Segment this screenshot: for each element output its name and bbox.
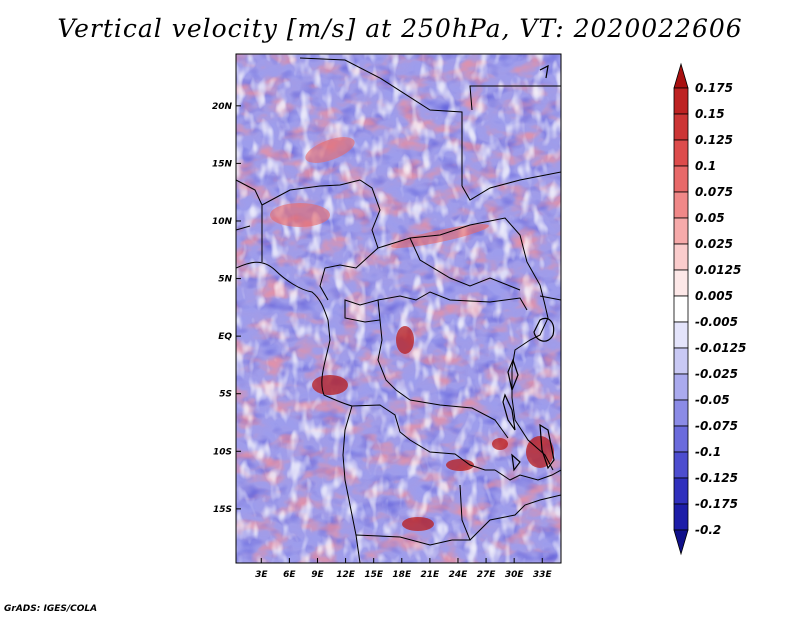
y-tick-label: 10N	[212, 217, 233, 227]
vertical-velocity-field	[236, 54, 561, 563]
x-tick-label: 33E	[533, 570, 553, 580]
x-tick-label: 27E	[477, 570, 497, 580]
x-tick-label: 15E	[364, 570, 384, 580]
colorbar: 0.175 0.15 0.125 0.1 0.075 0.05 0.025 0.0125 0.0…	[673, 62, 746, 556]
x-tick-label: 18E	[392, 570, 412, 580]
colorbar-bin	[673, 87, 689, 115]
country-boundaries	[236, 57, 561, 563]
lakes	[502, 64, 555, 472]
colorbar-bin	[673, 529, 689, 556]
colorbar-label: 0.15	[695, 107, 725, 121]
x-tick-label: 3E	[255, 570, 268, 580]
colorbar-label: -0.1	[695, 445, 721, 459]
colorbar-bin	[673, 373, 689, 401]
colorbar-bin	[673, 451, 689, 479]
x-tick-label: 9E	[311, 570, 324, 580]
chart-title: Vertical velocity [m/s] at 250hPa, VT: 2…	[57, 14, 743, 43]
colorbar-bin	[673, 217, 689, 245]
y-tick-label: 5N	[218, 275, 232, 285]
colorbar-bin	[673, 295, 689, 323]
colorbar-bin	[673, 503, 689, 531]
colorbar-label: 0.05	[695, 211, 725, 225]
colorbar-label: 0.005	[695, 289, 733, 303]
colorbar-label: 0.125	[695, 133, 733, 147]
x-tick-label: 21E	[421, 570, 441, 580]
colorbar-label: -0.025	[695, 367, 738, 381]
colorbar-bin	[673, 477, 689, 505]
colorbar-label: -0.125	[695, 471, 738, 485]
x-axis: 3E 6E 9E 12E 15E 18E 21E 24E 27E 30E 33E	[255, 558, 552, 580]
y-axis: 20N 15N 10N 5N EQ 5S 10S 15S	[212, 102, 241, 515]
colorbar-label: 0.075	[695, 185, 733, 199]
x-tick-label: 24E	[449, 570, 469, 580]
colorbar-bin	[673, 165, 689, 193]
y-tick-label: 20N	[212, 102, 233, 112]
colorbar-label: -0.2	[695, 523, 721, 537]
colorbar-bin	[673, 243, 689, 271]
colorbar-bin	[673, 425, 689, 453]
colorbar-label: -0.005	[695, 315, 738, 329]
colorbar-label: -0.0125	[695, 341, 746, 355]
grads-footer: GrADS: IGES/COLA	[4, 604, 98, 614]
colorbar-label: 0.175	[695, 81, 733, 95]
x-tick-label: 30E	[505, 570, 525, 580]
colorbar-label: -0.05	[695, 393, 730, 407]
colorbar-label: 0.1	[695, 159, 716, 173]
colorbar-bin	[673, 191, 689, 219]
colorbar-bin	[673, 399, 689, 427]
y-tick-label: 15S	[213, 505, 232, 515]
y-tick-label: 5S	[219, 390, 232, 400]
plot-frame	[235, 53, 562, 564]
y-tick-label: EQ	[218, 332, 232, 342]
colorbar-bin	[673, 269, 689, 297]
colorbar-bin	[673, 139, 689, 167]
colorbar-bin	[673, 113, 689, 141]
colorbar-bin	[673, 62, 689, 89]
x-tick-label: 6E	[283, 570, 296, 580]
x-tick-label: 12E	[336, 570, 356, 580]
colorbar-bin	[673, 321, 689, 349]
colorbar-label: 0.0125	[695, 263, 741, 277]
colorbar-label: -0.075	[695, 419, 738, 433]
y-tick-label: 15N	[212, 159, 233, 169]
y-tick-label: 10S	[213, 447, 232, 457]
colorbar-label: -0.175	[695, 497, 738, 511]
colorbar-label: 0.025	[695, 237, 733, 251]
colorbar-bin	[673, 347, 689, 375]
